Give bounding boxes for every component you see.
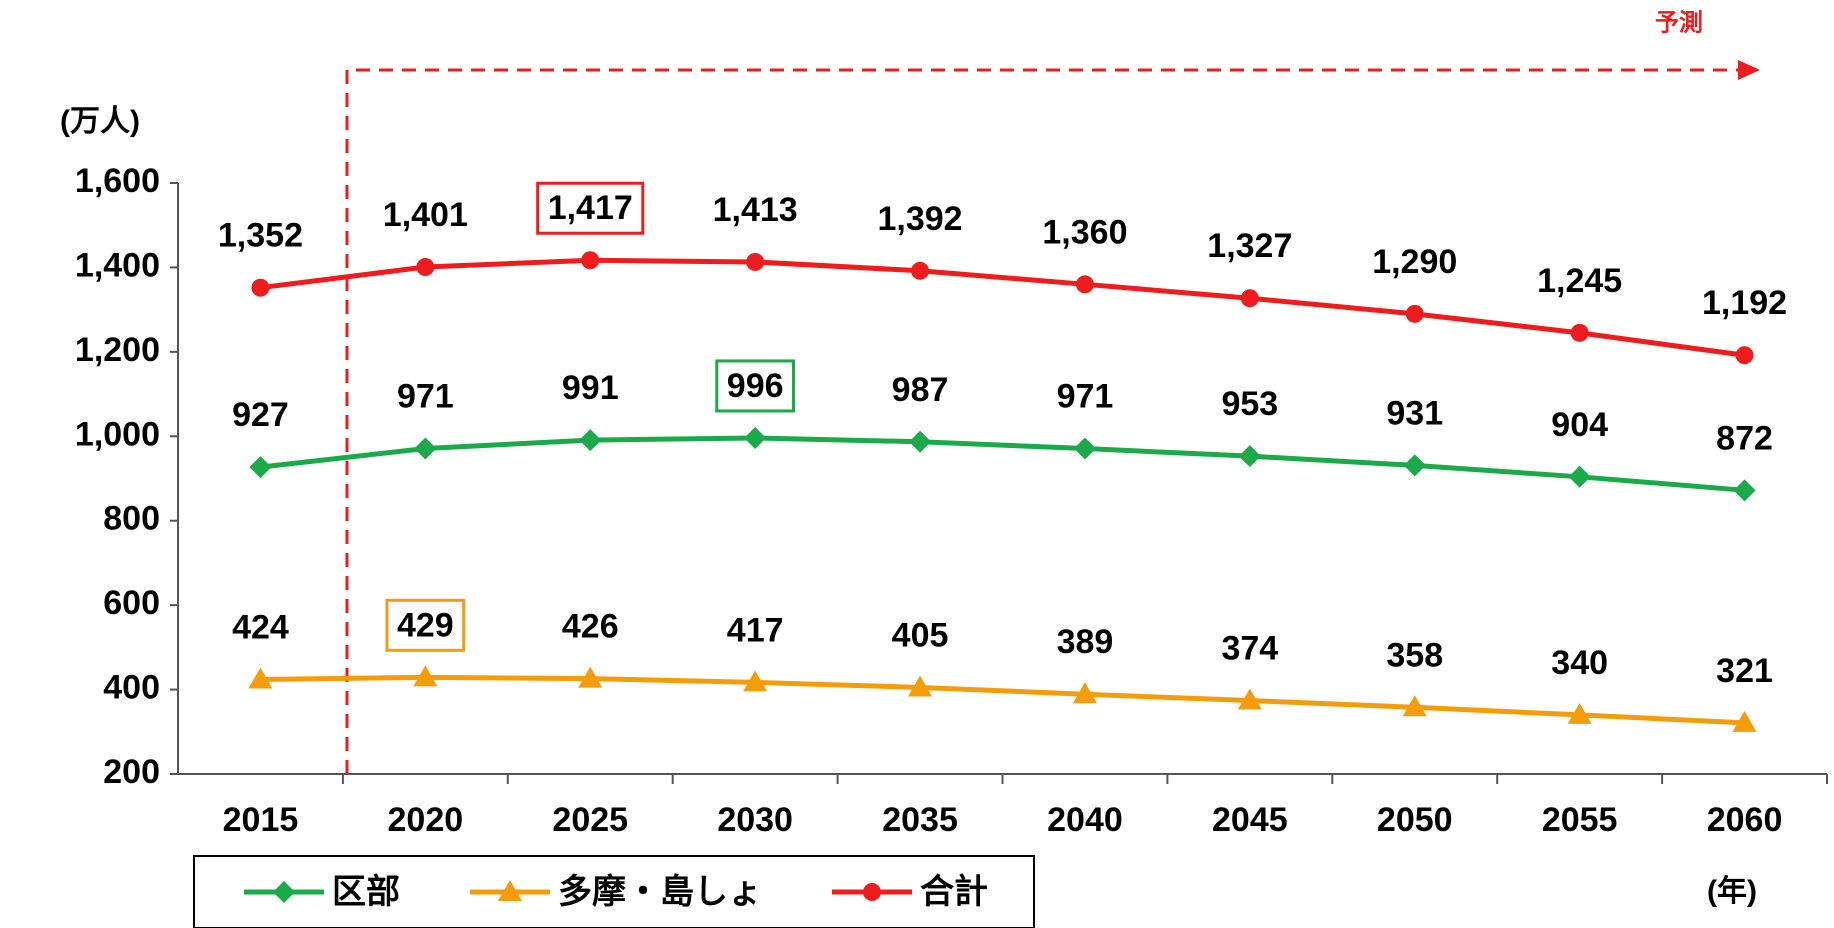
y-tick-label: 400 <box>103 669 160 707</box>
value-label: 358 <box>1386 636 1443 674</box>
value-label: 340 <box>1551 644 1608 682</box>
value-label: 996 <box>727 367 784 405</box>
highlight-box <box>385 598 466 652</box>
y-tick-label: 800 <box>103 500 160 538</box>
marker <box>908 675 933 697</box>
marker <box>1403 454 1426 477</box>
marker <box>1072 682 1097 704</box>
value-label: 417 <box>727 611 784 649</box>
value-label: 321 <box>1716 652 1773 690</box>
value-label: 1,392 <box>878 200 963 238</box>
value-label: 1,352 <box>218 217 303 255</box>
marker <box>863 883 881 901</box>
value-label: 904 <box>1551 406 1608 444</box>
marker <box>909 430 932 453</box>
value-label: 1,360 <box>1042 213 1127 251</box>
marker <box>498 880 522 901</box>
marker <box>1402 695 1427 717</box>
value-label: 987 <box>892 371 949 409</box>
x-tick-label: 2060 <box>1707 801 1783 839</box>
legend-label: 多摩・島しょ <box>558 873 762 911</box>
marker <box>1735 346 1754 365</box>
marker <box>251 278 270 297</box>
value-label: 927 <box>232 396 289 434</box>
x-tick-label: 2055 <box>1542 801 1618 839</box>
marker <box>1567 702 1592 724</box>
x-tick-label: 2020 <box>388 801 464 839</box>
x-tick-label: 2030 <box>717 801 793 839</box>
marker <box>249 456 272 479</box>
series-line <box>260 257 1745 358</box>
value-label: 953 <box>1221 385 1278 423</box>
value-label: 971 <box>397 378 454 416</box>
marker <box>248 667 273 689</box>
value-label: 405 <box>892 616 949 654</box>
highlight-box <box>715 359 796 413</box>
y-tick-label: 200 <box>103 753 160 791</box>
value-label: 991 <box>562 369 619 407</box>
x-unit: (年) <box>1707 875 1757 908</box>
marker <box>743 670 768 692</box>
marker <box>579 429 602 452</box>
value-label: 931 <box>1386 394 1443 432</box>
marker <box>273 881 295 903</box>
y-tick-label: 600 <box>103 584 160 622</box>
marker <box>1732 710 1757 732</box>
y-tick-label: 1,200 <box>75 331 160 369</box>
highlight-box <box>536 181 645 235</box>
value-label: 1,417 <box>548 189 633 227</box>
y-unit: (万人) <box>60 105 140 138</box>
series-line <box>260 674 1745 726</box>
marker <box>1570 323 1589 342</box>
value-label: 1,327 <box>1207 227 1292 265</box>
marker <box>414 437 437 460</box>
marker <box>1240 289 1259 308</box>
x-tick-label: 2035 <box>882 801 958 839</box>
marker <box>581 251 600 270</box>
x-tick-label: 2015 <box>223 801 299 839</box>
forecast-label: 予測 <box>1655 8 1703 36</box>
value-label: 971 <box>1057 378 1114 416</box>
marker <box>578 666 603 688</box>
marker <box>1733 479 1756 502</box>
value-label: 872 <box>1716 419 1773 457</box>
value-label: 374 <box>1221 630 1278 668</box>
value-label: 389 <box>1057 623 1114 661</box>
forecast-arrow <box>1738 60 1760 80</box>
y-tick-label: 1,600 <box>75 162 160 200</box>
value-label: 1,290 <box>1372 243 1457 281</box>
marker <box>744 426 767 449</box>
value-label: 1,401 <box>383 196 468 234</box>
marker <box>746 252 765 271</box>
marker <box>413 665 438 687</box>
legend-label: 区部 <box>332 873 400 911</box>
value-label: 1,192 <box>1702 284 1787 322</box>
value-label: 424 <box>232 608 289 646</box>
marker <box>1238 445 1261 468</box>
y-tick-label: 1,400 <box>75 246 160 284</box>
y-tick-label: 1,000 <box>75 415 160 453</box>
x-tick-label: 2045 <box>1212 801 1288 839</box>
value-label: 429 <box>397 606 454 644</box>
legend-label: 合計 <box>920 873 988 911</box>
marker <box>416 258 435 277</box>
marker <box>1073 437 1096 460</box>
marker <box>1405 304 1424 323</box>
marker <box>1237 688 1262 710</box>
series-line <box>260 435 1745 493</box>
marker <box>911 261 930 280</box>
value-label: 1,245 <box>1537 262 1622 300</box>
x-tick-label: 2040 <box>1047 801 1123 839</box>
x-tick-label: 2025 <box>552 801 628 839</box>
value-label: 426 <box>562 608 619 646</box>
marker <box>1075 275 1094 294</box>
marker <box>1568 465 1591 488</box>
forecast-line <box>345 68 1740 774</box>
x-tick-label: 2050 <box>1377 801 1453 839</box>
value-label: 1,413 <box>713 191 798 229</box>
